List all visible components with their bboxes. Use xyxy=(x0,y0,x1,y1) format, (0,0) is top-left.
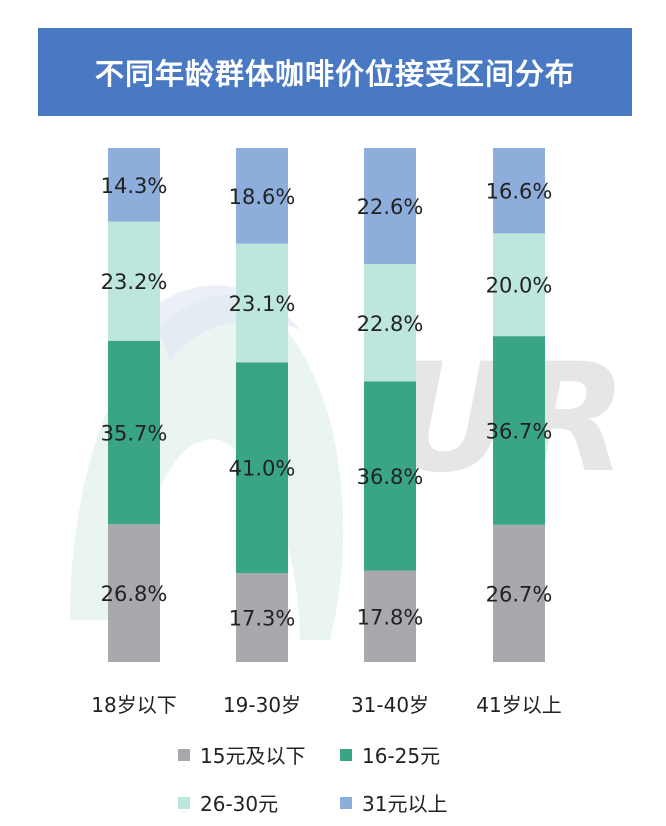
x-tick-label: 31-40岁 xyxy=(351,693,429,717)
bar-segment xyxy=(364,148,416,265)
bar-segment xyxy=(108,340,160,525)
bar-segment xyxy=(108,221,160,341)
bar-segment xyxy=(493,233,545,337)
data-label: 35.7% xyxy=(101,421,168,445)
data-label: 14.3% xyxy=(101,174,168,198)
data-label: 23.1% xyxy=(229,292,296,316)
legend-swatch xyxy=(178,796,190,809)
legend-item: 26-30元 xyxy=(178,788,278,817)
legend-label: 16-25元 xyxy=(362,744,441,768)
bar-segment xyxy=(493,148,545,234)
data-label: 23.2% xyxy=(101,270,168,294)
legend-swatch xyxy=(340,748,352,761)
bar-segment xyxy=(493,524,545,662)
bar-segment xyxy=(236,362,288,574)
bar-segment xyxy=(236,148,288,244)
x-tick-label: 18岁以下 xyxy=(91,693,176,717)
x-tick-label: 41岁以上 xyxy=(476,693,561,717)
bar-segment xyxy=(108,524,160,662)
bar-segment xyxy=(493,336,545,525)
bar-segment xyxy=(364,381,416,571)
legend-item: 31元以上 xyxy=(340,788,447,817)
x-tick-label: 19-30岁 xyxy=(223,693,301,717)
bar-segment xyxy=(236,573,288,662)
data-label: 36.8% xyxy=(357,465,424,489)
data-label: 26.7% xyxy=(486,582,553,606)
data-label: 17.8% xyxy=(357,605,424,629)
legend-swatch xyxy=(340,796,352,809)
data-label: 17.3% xyxy=(229,607,296,631)
data-label: 22.8% xyxy=(357,312,424,336)
legend-label: 26-30元 xyxy=(200,792,279,816)
legend-label: 15元及以下 xyxy=(200,744,306,768)
data-label: 36.7% xyxy=(486,419,553,443)
legend-label: 31元以上 xyxy=(362,792,448,816)
bar-segment xyxy=(108,148,160,222)
title-banner: 不同年龄群体咖啡价位接受区间分布 xyxy=(38,28,632,116)
data-label: 22.6% xyxy=(357,195,424,219)
data-label: 26.8% xyxy=(101,582,168,606)
bar-segment xyxy=(236,243,288,363)
bar-segment xyxy=(364,264,416,382)
legend-item: 16-25元 xyxy=(340,740,440,769)
data-label: 18.6% xyxy=(229,185,296,209)
chart-title: 不同年龄群体咖啡价位接受区间分布 xyxy=(94,57,575,91)
legend-swatch xyxy=(178,748,190,761)
data-label: 41.0% xyxy=(229,457,296,481)
data-label: 16.6% xyxy=(486,180,553,204)
data-label: 20.0% xyxy=(486,274,553,298)
legend-item: 15元及以下 xyxy=(178,740,305,769)
bar-segment xyxy=(364,570,416,662)
